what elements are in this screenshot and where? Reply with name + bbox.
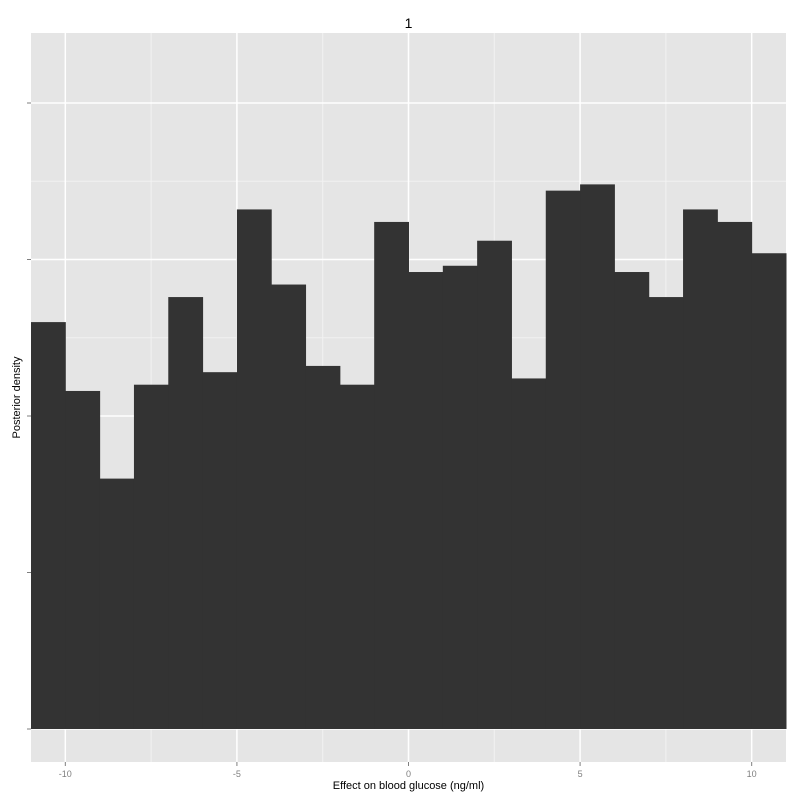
x-axis-title: Effect on blood glucose (ng/ml) bbox=[333, 780, 484, 792]
histogram-bar bbox=[545, 190, 581, 729]
x-axis-ticks: -10 -5 0 5 10 bbox=[59, 762, 757, 779]
histogram-bar bbox=[511, 378, 547, 729]
histogram-bar bbox=[202, 372, 238, 729]
chart-title: 1 bbox=[405, 15, 413, 31]
histogram-bar bbox=[751, 253, 787, 730]
histogram-bar bbox=[683, 209, 718, 730]
histogram-bar bbox=[442, 265, 478, 729]
x-tick-label: -10 bbox=[59, 769, 72, 779]
x-tick-label: 10 bbox=[747, 769, 757, 779]
x-tick-label: -5 bbox=[233, 769, 241, 779]
histogram-bar bbox=[65, 390, 101, 729]
histogram-bar bbox=[133, 384, 169, 729]
histogram-bar bbox=[477, 240, 512, 729]
y-axis-title: Posterior density bbox=[11, 356, 23, 438]
histogram-bar bbox=[374, 221, 409, 729]
y-axis-ticks bbox=[27, 102, 31, 730]
histogram-bar bbox=[614, 272, 650, 729]
histogram-bar bbox=[236, 209, 272, 730]
histogram-bar bbox=[339, 384, 375, 729]
x-tick-label: 5 bbox=[578, 769, 583, 779]
histogram-bar bbox=[648, 297, 684, 729]
x-tick-label: 0 bbox=[406, 769, 411, 779]
histogram-bar bbox=[99, 478, 135, 729]
histogram-bars bbox=[31, 184, 787, 730]
histogram-bar bbox=[305, 365, 341, 729]
histogram-bar bbox=[408, 272, 444, 729]
histogram-bar bbox=[168, 297, 204, 729]
histogram-bar bbox=[717, 221, 753, 729]
histogram-bar bbox=[580, 184, 615, 729]
histogram-bar bbox=[271, 284, 307, 729]
histogram-bar bbox=[31, 322, 66, 729]
